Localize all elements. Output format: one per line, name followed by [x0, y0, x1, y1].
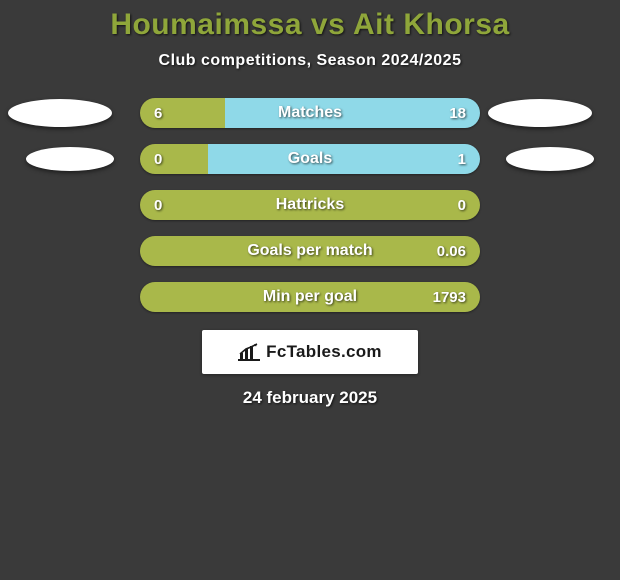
- stat-row: Goals01: [0, 144, 620, 174]
- stat-bar: Min per goal1793: [140, 282, 480, 312]
- attribution-text: FcTables.com: [266, 342, 382, 362]
- page-title: Houmaimssa vs Ait Khorsa: [0, 8, 620, 42]
- left-decorative-ellipse: [8, 99, 112, 127]
- stat-bar-right-fill: [208, 144, 480, 174]
- stat-row: Goals per match0.06: [0, 236, 620, 266]
- date-line: 24 february 2025: [0, 388, 620, 408]
- comparison-card: Houmaimssa vs Ait Khorsa Club competitio…: [0, 0, 620, 408]
- stat-bar-right-fill: [225, 98, 480, 128]
- stat-bar-left-fill: [140, 282, 480, 312]
- stat-bar: Goals01: [140, 144, 480, 174]
- title-player-b: Ait Khorsa: [353, 8, 510, 41]
- stat-row: Hattricks00: [0, 190, 620, 220]
- title-player-a: Houmaimssa: [110, 8, 302, 41]
- left-decorative-ellipse: [26, 147, 114, 171]
- stat-bar-left-fill: [140, 98, 225, 128]
- stats-rows: Matches618 Goals01 Hattricks00 Goals per ma…: [0, 98, 620, 312]
- attribution-badge: FcTables.com: [202, 330, 418, 374]
- stat-row: Matches618: [0, 98, 620, 128]
- stat-bar: Goals per match0.06: [140, 236, 480, 266]
- chart-icon: [238, 343, 260, 361]
- stat-bar-left-fill: [140, 236, 480, 266]
- right-decorative-ellipse: [488, 99, 592, 127]
- right-decorative-ellipse: [506, 147, 594, 171]
- stat-row: Min per goal1793: [0, 282, 620, 312]
- stat-bar: Hattricks00: [140, 190, 480, 220]
- title-vs: vs: [302, 8, 353, 41]
- subtitle: Club competitions, Season 2024/2025: [0, 52, 620, 70]
- stat-bar-left-fill: [140, 190, 480, 220]
- stat-bar: Matches618: [140, 98, 480, 128]
- stat-bar-left-fill: [140, 144, 208, 174]
